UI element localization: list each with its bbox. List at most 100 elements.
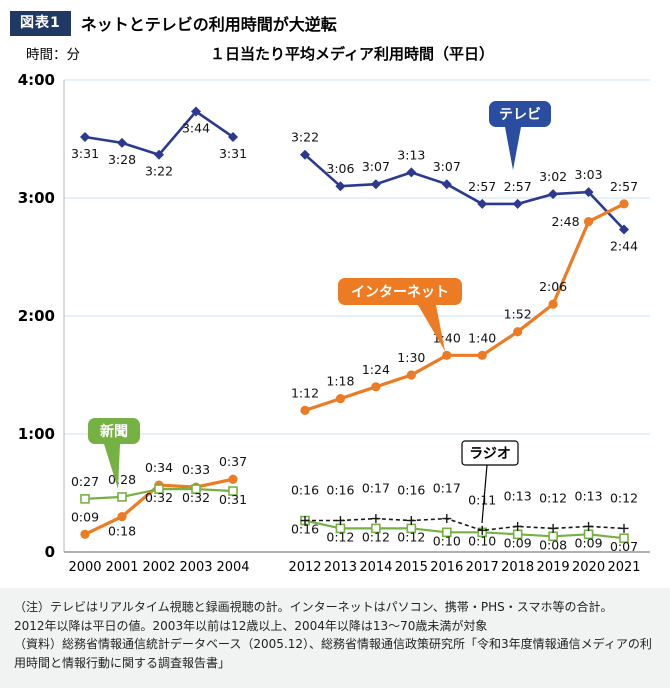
- svg-text:0:16: 0:16: [291, 483, 319, 498]
- svg-text:0:13: 0:13: [575, 488, 603, 503]
- svg-text:3:00: 3:00: [18, 189, 55, 207]
- svg-text:2012: 2012: [288, 560, 321, 575]
- svg-text:2:57: 2:57: [504, 179, 532, 194]
- svg-text:2020: 2020: [572, 560, 605, 575]
- svg-text:0:31: 0:31: [219, 492, 247, 507]
- svg-text:3:07: 3:07: [362, 159, 390, 174]
- svg-text:3:22: 3:22: [145, 164, 173, 179]
- svg-text:0:27: 0:27: [71, 474, 99, 489]
- series-newspaper: 0:27 0:28 0:32 0:32 0:31 0:16 0:12 0:12 0:12 0:10…: [71, 472, 638, 554]
- svg-text:1:18: 1:18: [326, 374, 354, 389]
- svg-text:3:31: 3:31: [71, 146, 99, 161]
- svg-text:0:34: 0:34: [145, 460, 173, 475]
- svg-text:2004: 2004: [216, 560, 249, 575]
- svg-text:インターネット: インターネット: [351, 285, 449, 301]
- svg-text:0:17: 0:17: [433, 481, 461, 496]
- svg-text:2:00: 2:00: [18, 307, 55, 325]
- footnote-source: （資料）総務省情報通信統計データベース（2005.12）、総務省情報通信政策研究…: [14, 637, 652, 670]
- svg-text:0:12: 0:12: [362, 529, 390, 544]
- footnote-note-line2: 2012年以降は平日の値。2003年以前は12歳以上、2004年以降は13〜70…: [14, 618, 488, 633]
- callout-newspaper: [88, 418, 140, 444]
- svg-text:3:28: 3:28: [108, 152, 136, 167]
- gridlines-and-axes: 4:00 3:00 2:00 1:00 0: [18, 71, 650, 561]
- figure-title: ネットとテレビの利用時間が大逆転: [80, 15, 337, 34]
- svg-text:0:09: 0:09: [504, 535, 532, 550]
- svg-text:3:06: 3:06: [326, 161, 354, 176]
- figure-header: 図表1 ネットとテレビの利用時間が大逆転: [0, 0, 670, 40]
- svg-text:2001: 2001: [105, 560, 138, 575]
- svg-text:0:32: 0:32: [145, 490, 173, 505]
- svg-text:1:52: 1:52: [504, 307, 532, 322]
- svg-text:0:13: 0:13: [504, 488, 532, 503]
- svg-text:0: 0: [45, 543, 55, 561]
- svg-text:1:40: 1:40: [468, 330, 496, 345]
- figure-badge: 図表1: [10, 10, 71, 36]
- svg-text:2021: 2021: [607, 560, 640, 575]
- footnote-note-line1: （注）テレビはリアルタイム視聴と録画視聴の計。インターネットはパソコン、携帯・P…: [14, 600, 613, 614]
- svg-text:2:57: 2:57: [468, 179, 496, 194]
- svg-text:3:02: 3:02: [539, 169, 567, 184]
- svg-text:0:12: 0:12: [397, 529, 425, 544]
- svg-text:ラジオ: ラジオ: [469, 446, 511, 462]
- svg-text:3:03: 3:03: [575, 167, 603, 182]
- svg-text:0:09: 0:09: [575, 535, 603, 550]
- chart-titles: １日当たり平均メディア利用時間（平日） 時間：分: [26, 45, 494, 63]
- svg-text:0:08: 0:08: [539, 537, 567, 552]
- svg-text:0:10: 0:10: [468, 533, 496, 548]
- svg-text:3:07: 3:07: [433, 159, 461, 174]
- series-radio: 0:16 0:16 0:17 0:16 0:17 0:11 0:13 0:12 0:13 0:12: [291, 481, 638, 535]
- svg-text:0:17: 0:17: [362, 481, 390, 496]
- svg-text:3:22: 3:22: [291, 130, 319, 145]
- svg-text:0:37: 0:37: [219, 454, 247, 469]
- svg-text:2003: 2003: [179, 560, 212, 575]
- svg-text:0:09: 0:09: [71, 509, 99, 524]
- svg-text:0:10: 0:10: [433, 533, 461, 548]
- svg-text:2002: 2002: [142, 560, 175, 575]
- svg-text:2:06: 2:06: [539, 279, 567, 294]
- media-usage-line-chart: １日当たり平均メディア利用時間（平日） 時間：分 4:00 3:00 2:00 1:00 0…: [18, 45, 650, 575]
- footnotes: （注）テレビはリアルタイム視聴と録画視聴の計。インターネットはパソコン、携帯・P…: [0, 588, 670, 688]
- svg-text:0:16: 0:16: [326, 483, 354, 498]
- svg-text:3:31: 3:31: [219, 146, 247, 161]
- svg-text:4:00: 4:00: [18, 71, 55, 89]
- svg-text:１日当たり平均メディア利用時間（平日）: １日当たり平均メディア利用時間（平日）: [210, 45, 494, 63]
- callout-internet: [338, 278, 462, 305]
- svg-text:0:28: 0:28: [108, 472, 136, 487]
- svg-text:新聞: 新聞: [100, 423, 128, 440]
- svg-text:テレビ: テレビ: [499, 107, 541, 123]
- svg-text:2014: 2014: [359, 560, 392, 575]
- svg-text:0:18: 0:18: [108, 524, 136, 539]
- svg-text:2019: 2019: [537, 560, 570, 575]
- svg-text:0:11: 0:11: [468, 492, 496, 507]
- svg-text:2016: 2016: [430, 560, 463, 575]
- svg-text:1:00: 1:00: [18, 425, 55, 443]
- svg-text:0:16: 0:16: [291, 522, 319, 537]
- svg-text:2013: 2013: [324, 560, 357, 575]
- callout-radio: [461, 440, 519, 466]
- x-axis-labels: 2000 2001 2002 2003 2004 2012 2013 2014 2015 2016…: [68, 560, 640, 575]
- svg-text:1:12: 1:12: [291, 385, 319, 400]
- svg-text:3:13: 3:13: [397, 147, 425, 162]
- svg-text:0:12: 0:12: [326, 529, 354, 544]
- svg-text:2:44: 2:44: [610, 238, 638, 253]
- svg-text:2000: 2000: [68, 560, 101, 575]
- svg-text:3:44: 3:44: [182, 120, 210, 135]
- svg-text:2:48: 2:48: [551, 214, 579, 229]
- svg-text:0:32: 0:32: [182, 490, 210, 505]
- svg-text:0:12: 0:12: [610, 490, 638, 505]
- svg-text:0:33: 0:33: [182, 462, 210, 477]
- svg-text:2017: 2017: [466, 560, 499, 575]
- svg-text:0:16: 0:16: [397, 483, 425, 498]
- svg-text:1:24: 1:24: [362, 362, 390, 377]
- callout-tv: [489, 101, 551, 127]
- svg-text:0:12: 0:12: [539, 490, 567, 505]
- svg-text:2018: 2018: [501, 560, 534, 575]
- svg-text:1:30: 1:30: [397, 350, 425, 365]
- svg-text:0:07: 0:07: [610, 539, 638, 554]
- svg-text:時間：分: 時間：分: [26, 47, 80, 63]
- svg-text:2:57: 2:57: [610, 179, 638, 194]
- series-tv: 3:31 3:28 3:22 3:44 3:31 3:22 3:06 3:07 3:13 3:07…: [71, 106, 638, 253]
- svg-text:2015: 2015: [395, 560, 428, 575]
